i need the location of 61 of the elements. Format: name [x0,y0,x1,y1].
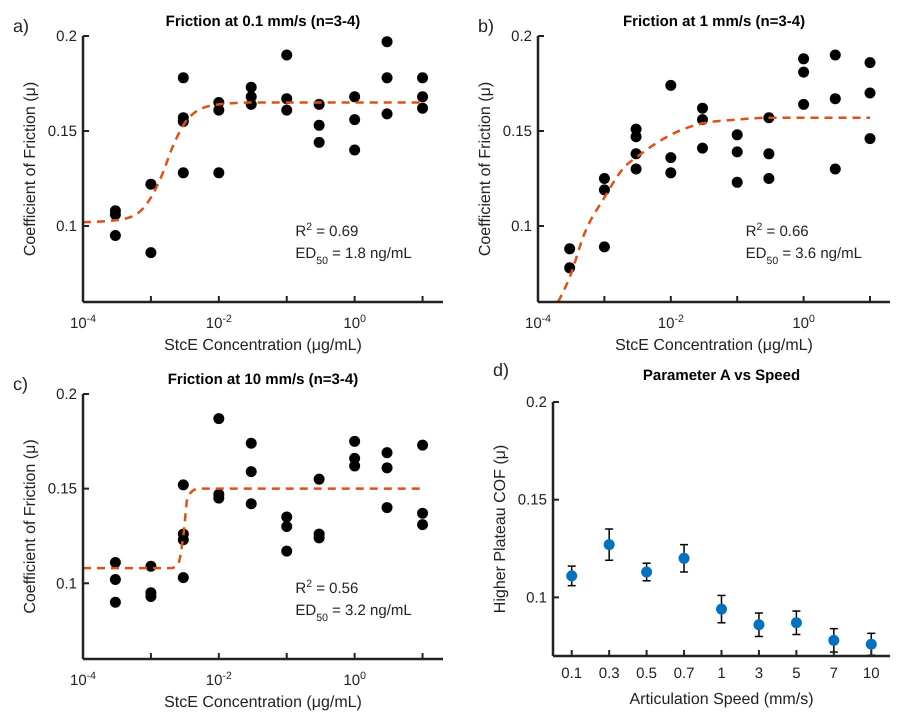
point [678,552,690,564]
annotation: R$^{2}$ = 0.66 [746,221,809,240]
y-tick-label: 0.2 [56,386,77,403]
text: c) [13,374,28,394]
x-tick-label: 1 [717,665,726,682]
x-tick-label: 10$^{0}$ [343,670,366,689]
point [790,617,802,628]
y-axis-title: Coefficient of Friction (μ) [477,82,494,256]
x-tick-label: 10$^{-2}$ [658,313,684,332]
y-axis-title: Coefficient of Friction (μ) [22,82,39,256]
y-tick-label: 0.1 [511,218,532,235]
y-tick-label: 0.15 [48,123,77,140]
x-axis-title: Articulation Speed (mm/s) [629,691,814,708]
y-tick-label: 0.2 [511,28,532,45]
x-axis-title: StcE Concentration (μg/mL) [164,694,362,711]
annotation: ED$_{50}$ = 1.8 ng/mL [295,245,412,267]
chart-title: Friction at 10 mm/s (n=3-4) [168,371,358,388]
annotation: ED$_{50}$ = 3.6 ng/mL [746,245,862,267]
text: a) [13,16,30,36]
y-tick-label: 0.15 [518,492,547,509]
y-tick-label: 0.2 [56,28,77,45]
x-tick-label: 10$^{-4}$ [524,313,552,332]
y-tick-label: 0.1 [56,218,77,235]
y-tick-label: 0.1 [56,575,77,592]
text: b) [478,16,494,36]
point [866,638,877,650]
y-tick-label: 0.1 [526,589,547,606]
text: d) [493,360,510,380]
point [641,566,652,578]
y-tick-label: 0.2 [526,394,547,411]
y-axis-title: Coefficient of Friction (μ) [22,439,39,614]
y-tick-label: 0.15 [502,123,532,140]
chart-title: Parameter A vs Speed [642,367,800,384]
point [604,539,615,550]
point [828,634,840,646]
point [716,604,727,615]
x-tick-label: 10$^{-2}$ [206,670,232,689]
x-tick-label: 0.7 [674,665,694,682]
chart-title: Friction at 0.1 mm/s (n=3-4) [166,13,360,30]
x-tick-label: 0.3 [598,665,620,682]
y-axis-title: Higher Plateau COF (μ) [492,444,509,614]
annotation: ED$_{50}$ = 3.2 ng/mL [295,602,412,624]
annotation: R$^{2}$ = 0.56 [295,578,358,597]
annotation: R$^{2}$ = 0.69 [295,221,358,240]
x-tick-label: 0.5 [636,665,658,682]
x-tick-label: 10$^{-4}$ [70,670,96,689]
x-tick-label: 10 [862,665,880,682]
x-tick-label: 7 [830,665,838,682]
x-tick-label: 5 [792,665,801,682]
y-tick-label: 0.15 [48,480,77,498]
x-tick-label: 0.1 [561,665,582,682]
x-tick-label: 10$^{-4}$ [70,313,96,332]
x-tick-label: 10$^{0}$ [343,313,366,332]
x-axis-title: StcE Concentration (μg/mL) [164,337,362,354]
x-axis-title: StcE Concentration (μg/mL) [615,337,813,354]
chart-title: Friction at 1 mm/s (n=3-4) [622,13,806,30]
x-tick-label: 3 [754,665,764,682]
point [753,619,764,630]
point [566,570,578,582]
x-tick-label: 10$^{-2}$ [206,313,232,332]
x-tick-label: 10$^{0}$ [792,313,816,332]
